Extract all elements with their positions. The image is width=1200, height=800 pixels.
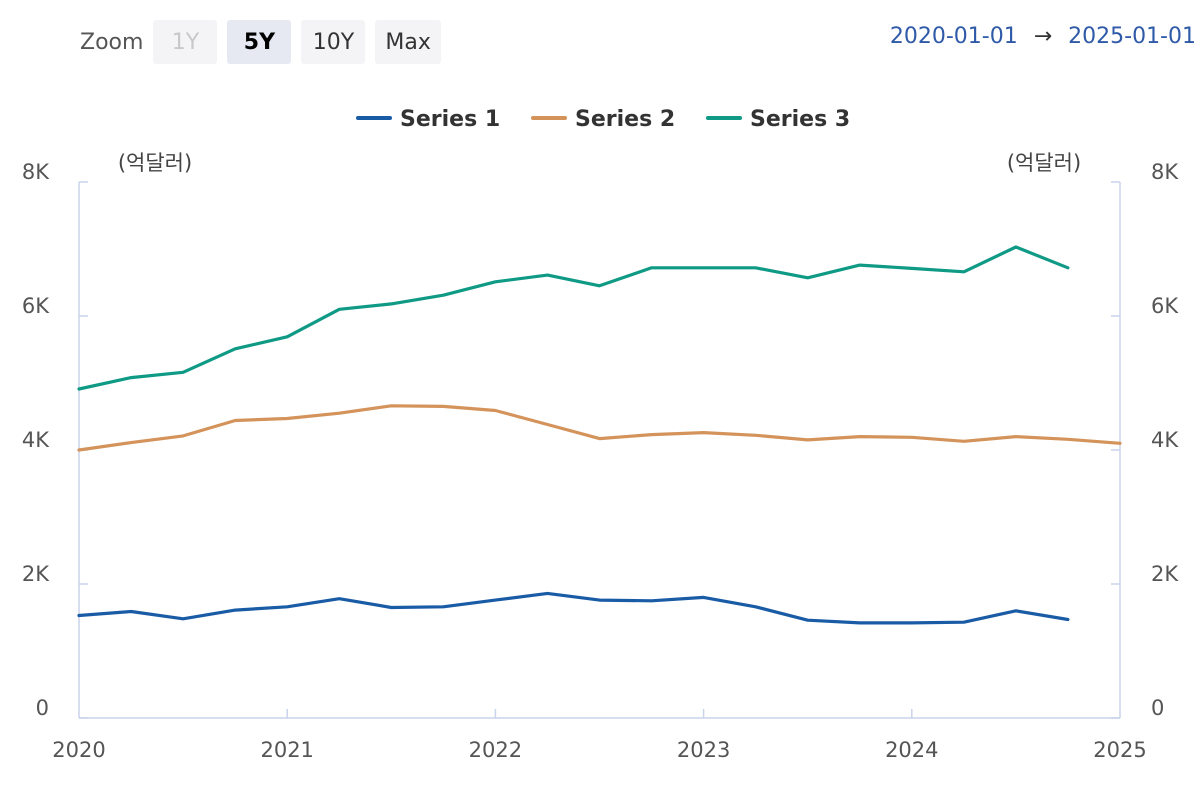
- y-tick-label-right: 6K: [1151, 294, 1179, 318]
- zoom-1y-button[interactable]: 1Y: [153, 20, 218, 64]
- y-tick-label-right: 0: [1151, 696, 1164, 720]
- x-tick-label: 2021: [260, 738, 313, 762]
- x-tick-label: 2022: [469, 738, 522, 762]
- legend-label: Series 1: [400, 107, 500, 132]
- tick-labels: 0 0 2K 2K 4K 4K 6K 6K 8K 8K 2020 2021 2022 2023 2024 20…: [22, 160, 1180, 762]
- x-tick-label: 2024: [885, 738, 938, 762]
- y-tick-label-right: 4K: [1151, 428, 1179, 452]
- legend-label: Series 2: [575, 107, 675, 132]
- right-axis-unit: (억달러): [1007, 151, 1081, 175]
- range-from-input[interactable]: 2020-01-01: [889, 24, 1018, 49]
- legend-item-series-2[interactable]: Series 2: [531, 107, 675, 132]
- legend-item-series-3[interactable]: Series 3: [706, 107, 850, 132]
- left-axis-unit: (억달러): [118, 151, 192, 175]
- zoom-toolbar: Zoom 1Y 5Y 10Y Max: [80, 20, 451, 64]
- y-tick-label-left: 2K: [22, 562, 50, 586]
- legend: Series 1 Series 2 Series 3: [356, 107, 850, 132]
- range-arrow-icon: →: [1033, 24, 1053, 49]
- zoom-max-button[interactable]: Max: [375, 20, 441, 64]
- y-tick-label-left: 8K: [22, 160, 50, 184]
- series-3-line[interactable]: [77, 245, 1070, 391]
- series-1-line[interactable]: [77, 591, 1070, 625]
- series-2-line[interactable]: [77, 404, 1122, 452]
- zoom-5y-button[interactable]: 5Y: [227, 20, 292, 64]
- x-tick-label: 2025: [1093, 738, 1146, 762]
- legend-label: Series 3: [750, 107, 850, 132]
- date-range: 2020-01-01 → 2025-01-01: [890, 24, 1196, 49]
- series-lines: [77, 245, 1122, 625]
- y-tick-label-left: 6K: [22, 294, 50, 318]
- y-tick-label-right: 2K: [1151, 562, 1179, 586]
- y-tick-label-left: 0: [36, 696, 49, 720]
- zoom-label: Zoom: [80, 29, 144, 55]
- x-tick-label: 2023: [677, 738, 730, 762]
- x-tick-label: 2020: [52, 738, 105, 762]
- range-to-input[interactable]: 2025-01-01: [1068, 24, 1196, 49]
- axes: [78, 181, 1121, 719]
- legend-item-series-1[interactable]: Series 1: [356, 107, 500, 132]
- y-tick-label-left: 4K: [22, 428, 50, 452]
- y-tick-label-right: 8K: [1151, 160, 1179, 184]
- zoom-10y-button[interactable]: 10Y: [301, 20, 366, 64]
